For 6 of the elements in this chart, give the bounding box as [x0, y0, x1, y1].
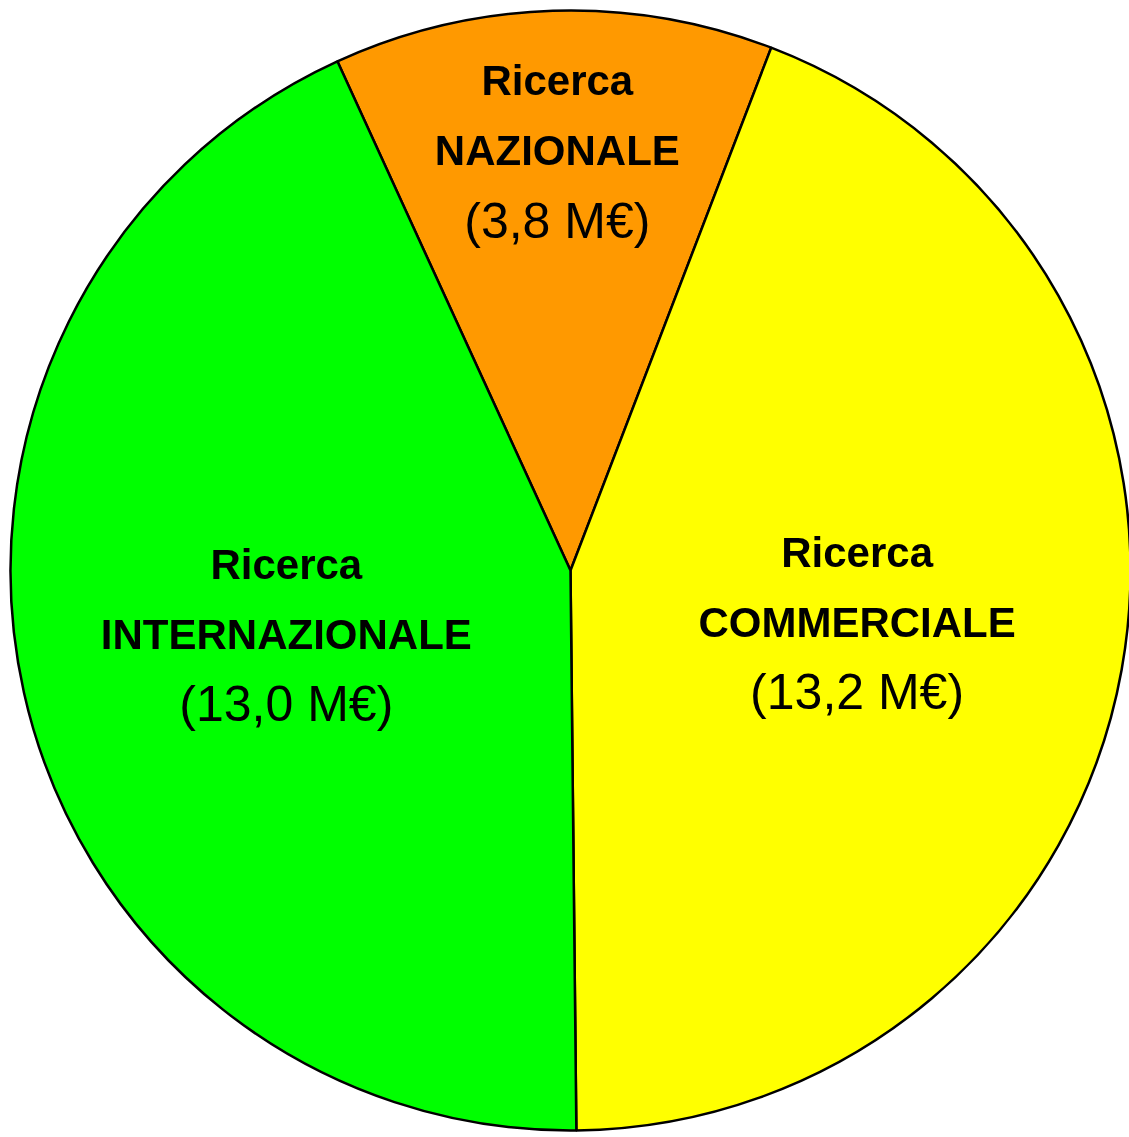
data-label: (13,2 M€) [750, 664, 965, 721]
slice-label: Ricerca COMMERCIALE [698, 528, 1016, 646]
slice-label: Ricerca INTERNAZIONALE [100, 540, 472, 658]
data-label: (13,0 M€) [179, 676, 394, 733]
data-label: (3,8 M€) [464, 192, 651, 249]
slice-label: Ricerca NAZIONALE [434, 57, 680, 175]
